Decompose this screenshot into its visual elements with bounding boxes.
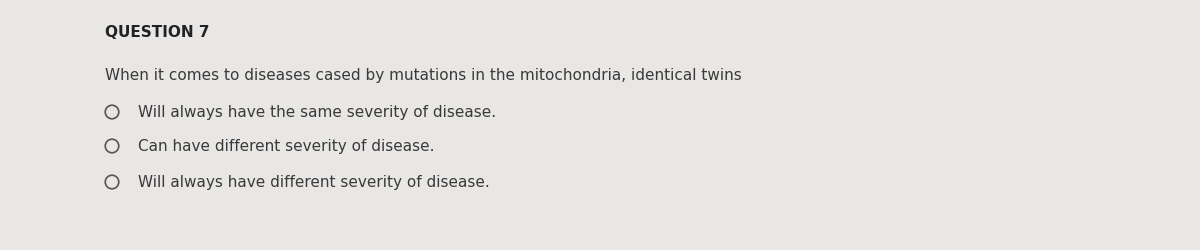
Text: When it comes to diseases cased by mutations in the mitochondria, identical twin: When it comes to diseases cased by mutat… bbox=[106, 68, 742, 83]
Text: Will always have different severity of disease.: Will always have different severity of d… bbox=[138, 175, 490, 190]
Point bbox=[102, 144, 121, 148]
Point bbox=[102, 110, 121, 114]
Text: Will always have the same severity of disease.: Will always have the same severity of di… bbox=[138, 105, 496, 120]
Point bbox=[102, 180, 121, 184]
Text: Can have different severity of disease.: Can have different severity of disease. bbox=[138, 139, 434, 154]
Text: QUESTION 7: QUESTION 7 bbox=[106, 26, 210, 40]
